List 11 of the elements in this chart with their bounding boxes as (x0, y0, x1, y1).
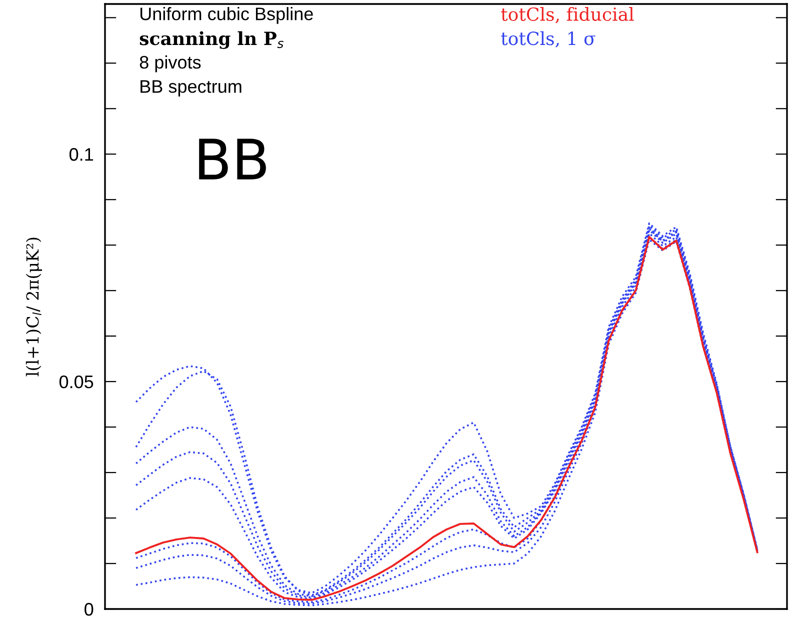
text: totCls, fiducial (501, 7, 634, 24)
annotation: scanning ln P$_{s}$ (140, 31, 284, 49)
annotation: BB (199, 138, 266, 180)
y-tick-label: 0.05 (59, 375, 94, 388)
annotation: Uniform cubic Bspline (140, 7, 313, 24)
text: totCls, 1 σ (501, 31, 596, 48)
y-tick-label: 0.1 (69, 148, 94, 161)
annotation: BB spectrum (140, 80, 242, 96)
y-axis-title: l(l+1)C$_{l}$/ 2π(μK²) (26, 238, 42, 376)
y-tick-label: 0 (84, 602, 94, 616)
annotation: 8 pivots (140, 55, 201, 72)
